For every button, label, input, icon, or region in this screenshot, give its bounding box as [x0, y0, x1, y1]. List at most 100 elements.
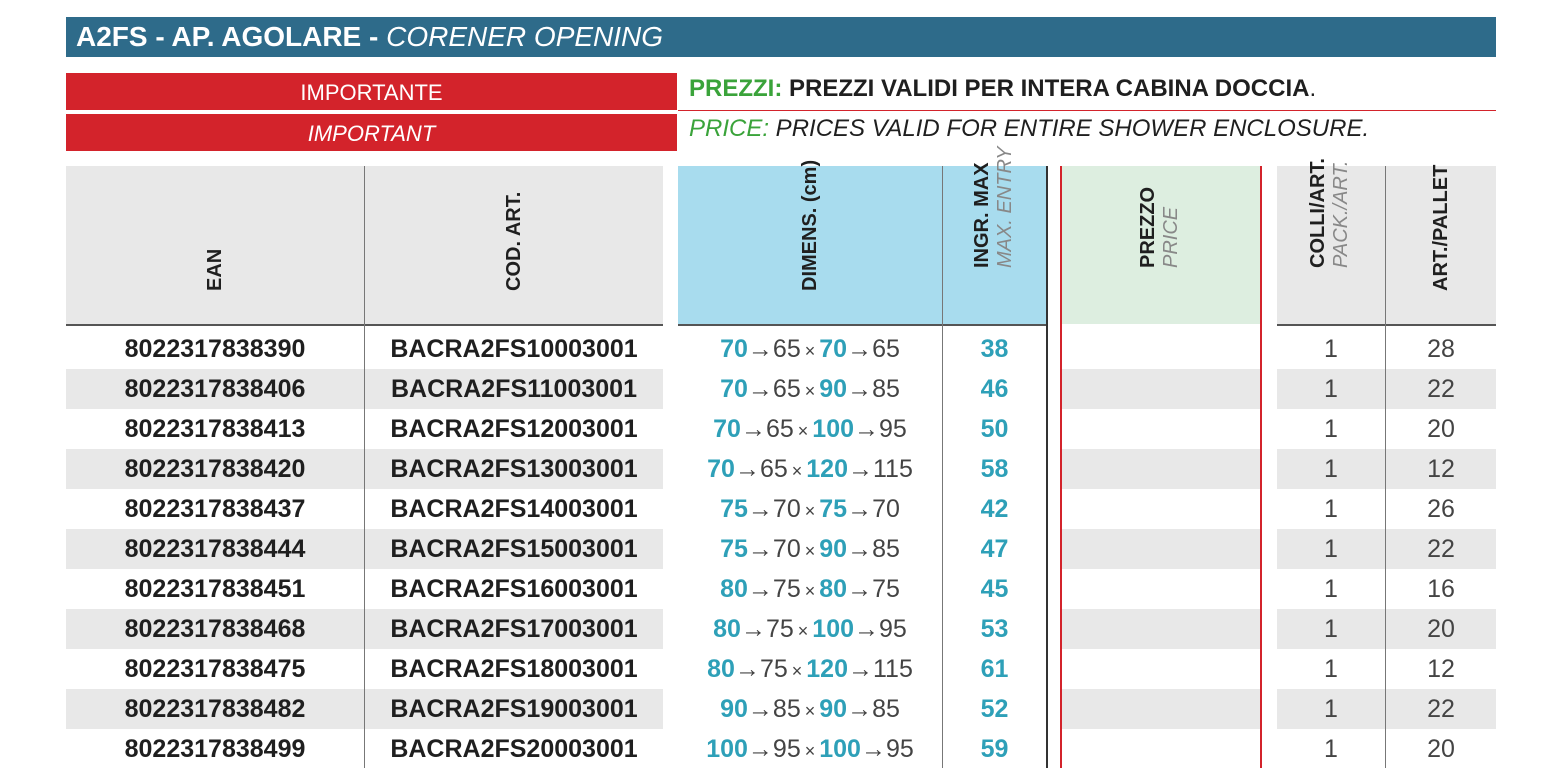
dimension-times: ×	[804, 541, 816, 561]
title-separator: -	[361, 21, 387, 52]
dimension-width: 75	[720, 495, 748, 523]
price-note-it: PREZZI: PREZZI VALIDI PER INTERA CABINA …	[689, 75, 1317, 102]
row-shading	[1062, 529, 1260, 569]
dimension-width-reduced: 70	[772, 495, 801, 523]
price-column-left-border	[1060, 166, 1062, 768]
dimension-width-reduced: 95	[772, 735, 801, 763]
colli-cell: 1	[1324, 335, 1338, 363]
dimension-depth-reduced: 85	[872, 535, 900, 563]
ingr-max-cell: 38	[980, 335, 1009, 363]
dimension-arrow: →	[747, 375, 773, 403]
dimension-arrow: →	[734, 455, 760, 483]
dimension-arrow: →	[847, 535, 873, 563]
dimension-depth: 70	[819, 335, 848, 363]
col-divider-ingr	[1046, 166, 1048, 768]
dimension-width: 70	[720, 335, 748, 363]
header-cod-art-label: COD. ART.	[503, 191, 525, 291]
dimension-times: ×	[804, 741, 816, 761]
price-note-it-value: PREZZI VALIDI PER INTERA CABINA DOCCIA	[782, 75, 1310, 102]
dimension-depth: 80	[819, 575, 848, 603]
cod-art-cell: BACRA2FS11003001	[391, 375, 637, 403]
price-note-it-key: PREZZI:	[689, 75, 783, 102]
dimension-cell: 70→65 × 120→115	[678, 449, 942, 489]
dimension-width-reduced: 65	[759, 455, 788, 483]
ingr-max-cell: 52	[980, 695, 1009, 723]
dimension-cell: 70→65 × 90→85	[678, 369, 942, 409]
dimension-width: 80	[720, 575, 748, 603]
ingr-max-cell: 50	[980, 415, 1009, 443]
dimension-width-reduced: 75	[772, 575, 801, 603]
dimension-width: 70	[713, 415, 741, 443]
table-row: 8022317838444 BACRA2FS15003001 75→70 × 90→85…	[0, 529, 1561, 569]
colli-cell: 1	[1324, 735, 1338, 763]
dimension-depth: 90	[819, 535, 848, 563]
art-pallet-cell: 28	[1427, 335, 1455, 363]
important-label-en: IMPORTANT	[66, 114, 677, 151]
art-pallet-cell: 22	[1427, 535, 1455, 563]
dimension-depth-reduced: 95	[885, 735, 914, 763]
table-row: 8022317838451 BACRA2FS16003001 80→75 × 80→75…	[0, 569, 1561, 609]
title-english: CORENER OPENING	[386, 21, 664, 52]
dimension-arrow: →	[854, 415, 880, 443]
ingr-max-cell: 47	[980, 535, 1009, 563]
ean-cell: 8022317838420	[124, 455, 306, 483]
dimension-cell: 70→65 × 70→65	[678, 329, 942, 369]
dimension-width: 70	[707, 455, 735, 483]
cod-art-cell: BACRA2FS17003001	[390, 615, 638, 643]
header-prezzo-label: PREZZO	[1137, 186, 1159, 268]
colli-cell: 1	[1324, 415, 1338, 443]
dimension-cell: 75→70 × 75→70	[678, 489, 942, 529]
dimension-times: ×	[791, 661, 803, 681]
ean-cell: 8022317838444	[124, 535, 306, 563]
art-pallet-cell: 20	[1427, 415, 1455, 443]
dimension-times: ×	[804, 501, 816, 521]
dimension-width-reduced: 65	[765, 415, 794, 443]
header-ean: EAN	[66, 166, 364, 324]
header-ingr-max: INGR. MAX MAX. ENTRY	[943, 147, 1046, 324]
table-row: 8022317838468 BACRA2FS17003001 80→75 × 100→9…	[0, 609, 1561, 649]
table-row: 8022317838413 BACRA2FS12003001 70→65 × 100→9…	[0, 409, 1561, 449]
cod-art-cell: BACRA2FS16003001	[390, 575, 638, 603]
table-row: 8022317838437 BACRA2FS14003001 75→70 × 75→70…	[0, 489, 1561, 529]
colli-cell: 1	[1324, 575, 1338, 603]
row-shading	[1277, 369, 1496, 409]
dimension-depth: 75	[819, 495, 848, 523]
price-note-en: PRICE: PRICES VALID FOR ENTIRE SHOWER EN…	[689, 115, 1369, 143]
price-column-right-border	[1260, 166, 1262, 768]
colli-cell: 1	[1324, 495, 1338, 523]
col-divider-dim	[942, 166, 943, 768]
dimension-depth-reduced: 70	[872, 495, 900, 523]
colli-cell: 1	[1324, 695, 1338, 723]
row-shading	[1062, 449, 1260, 489]
col-divider-colli	[1385, 166, 1386, 768]
header-prezzo: PREZZO PRICE	[1062, 166, 1260, 324]
dimension-times: ×	[804, 581, 816, 601]
dimension-arrow: →	[740, 415, 766, 443]
price-note-en-key: PRICE:	[689, 115, 770, 142]
dimension-width-reduced: 75	[759, 655, 788, 683]
dimension-depth: 120	[806, 655, 848, 683]
dimension-arrow: →	[747, 535, 773, 563]
header-art-pallet-label: ART./PALLET	[1430, 164, 1452, 291]
ingr-max-cell: 42	[980, 495, 1009, 523]
dimension-width: 70	[720, 375, 748, 403]
dimension-depth-reduced: 75	[872, 575, 900, 603]
colli-cell: 1	[1324, 535, 1338, 563]
dimension-arrow: →	[740, 615, 766, 643]
header-cod-art: COD. ART.	[365, 166, 663, 324]
dimension-arrow: →	[747, 495, 773, 523]
dimension-width-reduced: 65	[772, 375, 801, 403]
table-row: 8022317838406 BACRA2FS11003001 70→65 × 90→85…	[0, 369, 1561, 409]
cod-art-cell: BACRA2FS19003001	[390, 695, 638, 723]
table-row: 8022317838420 BACRA2FS13003001 70→65 × 120→1…	[0, 449, 1561, 489]
dimension-arrow: →	[848, 655, 873, 683]
row-shading	[1277, 609, 1496, 649]
dimension-cell: 70→65 × 100→95	[678, 409, 942, 449]
ean-cell: 8022317838437	[124, 495, 306, 523]
art-pallet-cell: 22	[1427, 695, 1455, 723]
dimension-arrow: →	[747, 575, 773, 603]
art-pallet-cell: 16	[1427, 575, 1455, 603]
dimension-times: ×	[804, 701, 816, 721]
cod-art-cell: BACRA2FS12003001	[390, 415, 638, 443]
ean-cell: 8022317838499	[124, 735, 306, 763]
